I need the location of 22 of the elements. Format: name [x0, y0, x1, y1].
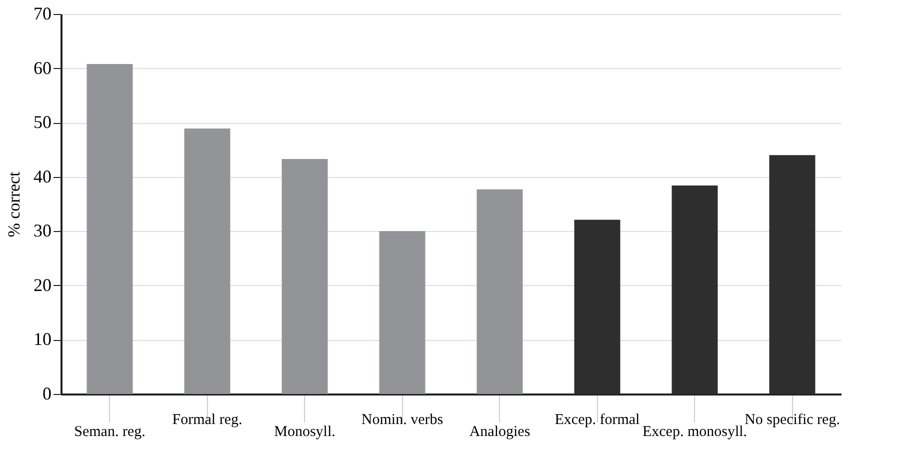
x-tick-label: Excep. monosyll. — [642, 424, 748, 440]
y-tick-label: 70 — [34, 4, 52, 24]
y-tick-label: 40 — [34, 166, 52, 186]
y-tick-label: 60 — [34, 58, 52, 78]
x-tick-label: Monosyll. — [274, 424, 336, 440]
y-tick-label: 30 — [34, 220, 52, 241]
x-tick-label: Nomin. verbs — [361, 412, 444, 428]
x-tick-label: Excep. formal — [554, 412, 640, 428]
y-tick-label: 10 — [34, 329, 52, 350]
x-tick-label: Analogies — [469, 424, 530, 440]
y-axis-title: % correct — [4, 171, 24, 238]
x-tick-label: No specific reg. — [744, 412, 840, 428]
bar — [379, 231, 426, 394]
y-tick-label: 0 — [42, 384, 52, 404]
bar — [184, 128, 230, 394]
bar — [476, 189, 523, 394]
y-tick-label: 50 — [34, 112, 52, 132]
bar — [86, 64, 133, 394]
x-tick-label: Formal reg. — [172, 412, 242, 428]
y-tick-label: 20 — [34, 274, 52, 295]
x-tick-label: Seman. reg. — [74, 424, 146, 440]
bar — [282, 158, 328, 394]
